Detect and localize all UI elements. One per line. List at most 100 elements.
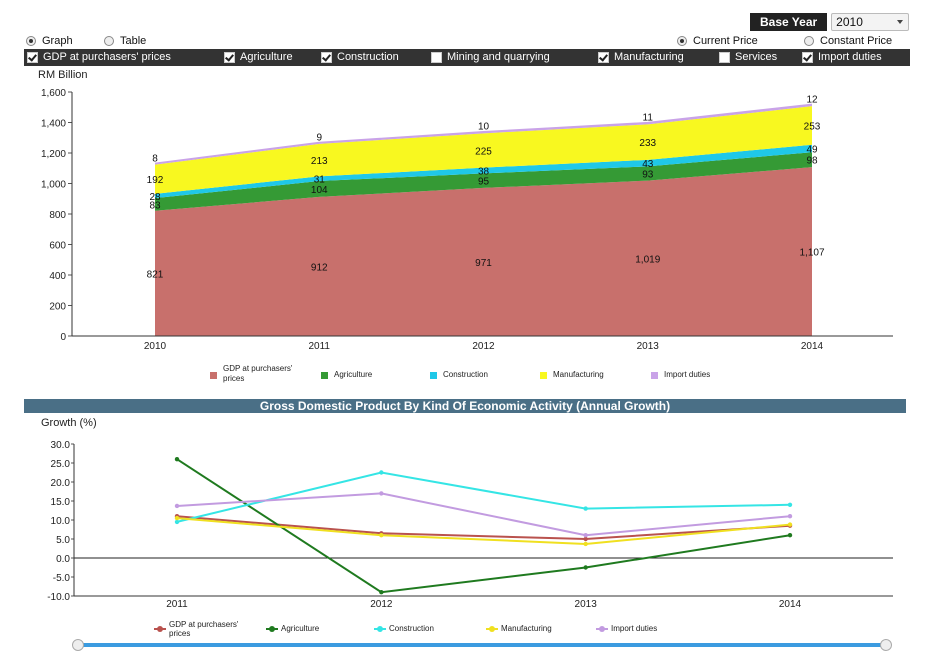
gdp-checkbox[interactable] [27, 51, 38, 63]
top-outline [154, 103, 813, 165]
series-point [583, 533, 588, 538]
x-tick-label: 2011 [308, 341, 330, 352]
area-0 [155, 167, 812, 336]
current-price-radio[interactable] [677, 36, 687, 46]
mining-checkbox[interactable] [431, 51, 442, 63]
series-point [583, 541, 588, 547]
manufacturing-checkbox[interactable] [598, 51, 609, 63]
toggle-import-duties[interactable]: Import duties [802, 51, 882, 63]
controls-bar: Base Year 2010 Graph Table Current Price… [0, 0, 934, 68]
legend-label-cont: prices [223, 374, 244, 383]
data-label: 912 [311, 262, 328, 273]
base-year-select[interactable]: 2010 [831, 13, 910, 31]
series-line-3 [176, 517, 791, 545]
range-slider-start-handle[interactable] [72, 639, 84, 651]
manufacturing-toggle-label: Manufacturing [614, 51, 684, 63]
x-tick-label: 2014 [801, 341, 824, 352]
agriculture-toggle-label: Agriculture [240, 51, 293, 63]
y-tick-label: 0 [60, 332, 66, 343]
toggle-services[interactable]: Services [719, 51, 777, 63]
base-year-value: 2010 [836, 15, 863, 29]
toggle-manufacturing[interactable]: Manufacturing [598, 51, 684, 63]
series-point [787, 533, 793, 538]
data-label: 971 [475, 258, 492, 269]
legend-label-cont: prices [169, 629, 190, 638]
legend-swatch [321, 372, 328, 379]
area-3 [155, 106, 812, 194]
y-tick-label: 1,400 [41, 119, 66, 130]
legend-swatch [430, 372, 437, 379]
data-label: 253 [804, 121, 821, 132]
series-point [379, 491, 384, 496]
graph-radio[interactable] [26, 36, 36, 46]
series-line-2 [176, 471, 791, 523]
agriculture-checkbox[interactable] [224, 51, 235, 63]
x-tick-label: 2012 [472, 341, 495, 352]
legend-marker [269, 626, 275, 632]
data-label: 1,107 [799, 248, 824, 259]
data-label: 49 [806, 145, 818, 156]
base-year-control: Base Year 2010 [750, 13, 910, 31]
services-checkbox[interactable] [719, 51, 730, 63]
price-option-constant[interactable]: Constant Price [804, 35, 892, 47]
construction-checkbox[interactable] [321, 51, 332, 63]
graph-radio-label: Graph [42, 35, 73, 47]
x-tick-label: 2013 [637, 341, 660, 352]
data-label: 98 [806, 156, 818, 167]
legend-label: Manufacturing [553, 370, 604, 379]
table-radio[interactable] [104, 36, 114, 46]
data-label: 9 [316, 132, 322, 143]
legend-swatch [540, 372, 547, 379]
data-label: 83 [149, 200, 161, 211]
data-label: 104 [311, 185, 328, 196]
range-slider-track[interactable] [78, 643, 886, 647]
import-duties-checkbox[interactable] [802, 51, 813, 63]
price-option-current[interactable]: Current Price [677, 35, 758, 47]
legend-label: Construction [443, 370, 488, 379]
data-label: 10 [478, 122, 490, 133]
view-option-table[interactable]: Table [104, 35, 146, 47]
series-point [174, 503, 180, 509]
area-2 [155, 144, 812, 199]
range-slider-end-handle[interactable] [880, 639, 892, 651]
y-tick-label: 5.0 [56, 535, 70, 546]
legend-marker [489, 626, 495, 632]
y-tick-label: 1,600 [41, 88, 66, 99]
y-tick-label: 25.0 [51, 459, 71, 470]
series-point [379, 470, 384, 475]
area-1 [155, 152, 812, 211]
data-label: 213 [311, 156, 328, 167]
y-tick-label: 200 [49, 302, 66, 313]
series-point [787, 514, 793, 519]
constant-price-label: Constant Price [820, 35, 893, 47]
y-tick-label: 400 [49, 271, 66, 282]
toggle-mining[interactable]: Mining and quarrying [431, 51, 550, 63]
y-tick-label: 1,000 [41, 180, 66, 191]
legend-swatch [210, 372, 217, 379]
y-tick-label: 15.0 [51, 497, 71, 508]
legend-label: Import duties [611, 624, 657, 633]
y-tick-label: -10.0 [47, 592, 70, 603]
data-label: 233 [639, 138, 656, 149]
series-point [379, 590, 384, 595]
y-tick-label: 20.0 [51, 478, 71, 489]
legend-marker [377, 626, 383, 632]
view-option-graph[interactable]: Graph [26, 35, 73, 47]
toggle-construction[interactable]: Construction [321, 51, 399, 63]
y-axis-title: RM Billion [38, 69, 88, 81]
import-duties-toggle-label: Import duties [818, 51, 882, 63]
legend-label: Import duties [664, 370, 710, 379]
legend-marker [157, 626, 163, 632]
construction-toggle-label: Construction [337, 51, 399, 63]
services-toggle-label: Services [735, 51, 778, 63]
stacked-area-chart: RM Billion 0 200 400 600 800 1,000 1,200 1,400 1,… [38, 69, 893, 383]
constant-price-radio[interactable] [804, 36, 814, 46]
toggle-agriculture[interactable]: Agriculture [224, 51, 293, 63]
data-label: 31 [314, 175, 326, 186]
data-label: 95 [478, 177, 490, 188]
y-axis-title: Growth (%) [41, 417, 97, 429]
toggle-gdp[interactable]: GDP at purchasers' prices [27, 51, 171, 63]
y-tick-label: 1,200 [41, 149, 66, 160]
x-tick-label: 2010 [144, 341, 167, 352]
legend-label: GDP at purchasers' [223, 364, 293, 373]
